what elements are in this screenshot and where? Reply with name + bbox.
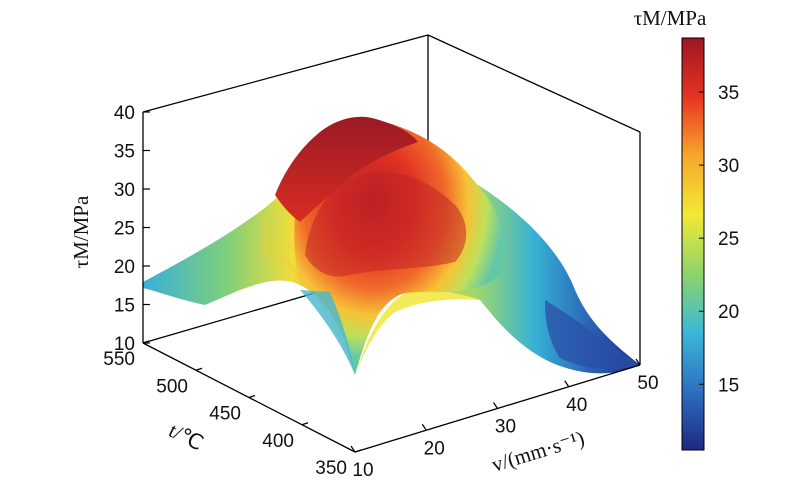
y-tick-mark [142,340,150,344]
colorbar-tick-label: 30 [718,156,739,177]
x-tick-mark [350,445,356,453]
surface-center-shadow [305,171,467,277]
surface-right-side-fold [545,300,640,370]
x-tick-label: 40 [566,395,587,416]
colorbar [681,37,705,451]
colorbar-title: τM/MPa [634,6,707,30]
z-tick-label: 35 [114,142,135,163]
y-tick-label: 400 [262,431,294,452]
x-tick-mark [493,402,498,409]
z-tick-label: 40 [114,103,135,124]
x-tick-label: 20 [424,438,445,459]
surface [143,116,640,375]
colorbar-tick-label: 20 [718,302,739,323]
x-tick-mark [421,423,427,431]
z-axis-ticks: 10 15 20 25 30 35 40 [114,103,150,355]
surface-front-notch-right [355,291,480,375]
y-tick-label: 450 [209,404,241,425]
z-tick-label: 25 [114,219,135,240]
y-tick-label: 550 [103,349,135,370]
colorbar-tick-label: 35 [718,83,739,104]
y-tick-mark [248,394,256,399]
x-tick-mark [635,358,641,366]
z-tick-label: 20 [114,257,135,278]
surface-ridge [275,116,418,222]
z-tick-label: 15 [114,296,135,317]
box-top-right-edge [427,34,641,133]
y-axis-ticks: 350 400 450 500 550 [103,340,362,479]
box-top-back-edge [142,34,429,113]
colorbar-tick-label: 25 [718,229,739,250]
z-axis-label: τM/MPa [69,195,93,268]
y-tick-mark [354,449,362,453]
colorbar-ticks: 15 20 25 30 35 [699,83,739,396]
x-tick-label: 50 [637,373,658,394]
x-axis-ticks: 10 20 30 40 50 [350,358,659,481]
y-tick-mark [195,367,203,371]
surface-front-notch-left [300,290,355,375]
y-axis-label: t/℃ [165,418,207,455]
colorbar-tick-label: 15 [718,375,739,396]
z-tick-label: 30 [114,180,135,201]
y-tick-label: 350 [315,458,347,479]
y-tick-mark [301,422,309,426]
y-tick-label: 500 [156,376,188,397]
x-tick-label: 10 [352,460,373,481]
z-tick-label: 10 [114,334,135,355]
x-tick-mark [564,380,570,388]
x-tick-label: 30 [495,417,516,438]
